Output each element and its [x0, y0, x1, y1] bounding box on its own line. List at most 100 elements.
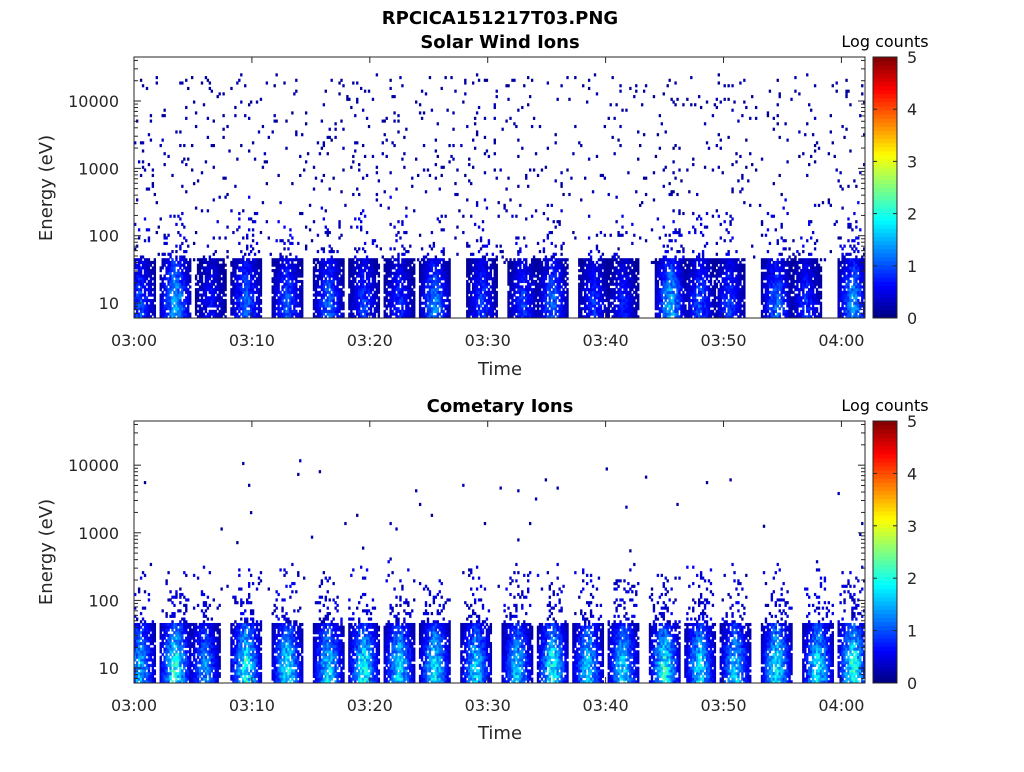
heatmap-cell	[255, 296, 259, 300]
heatmap-cell	[373, 277, 377, 281]
heatmap-cell	[466, 124, 469, 129]
heatmap-cell	[397, 114, 400, 118]
heatmap-cell	[244, 298, 247, 303]
heatmap-cell	[639, 203, 642, 207]
heatmap-cell	[222, 288, 225, 292]
heatmap-cell	[281, 301, 284, 305]
heatmap-cell	[208, 315, 212, 319]
heatmap-cell	[198, 279, 202, 284]
heatmap-cell	[232, 282, 235, 286]
heatmap-cell	[637, 266, 640, 270]
heatmap-cell	[470, 293, 473, 297]
heatmap-cell	[566, 290, 569, 294]
heatmap-cell	[287, 304, 290, 308]
heatmap-cell	[291, 277, 294, 281]
heatmap-cell	[246, 236, 249, 240]
heatmap-cell	[585, 282, 589, 286]
panel-title: Solar Wind Ions	[420, 32, 579, 53]
heatmap-cell	[244, 279, 247, 284]
heatmap-cell	[358, 168, 361, 172]
heatmap-cell	[580, 198, 583, 202]
heatmap-cell	[338, 271, 341, 275]
heatmap-cell	[232, 304, 235, 308]
heatmap-cell	[448, 277, 451, 281]
heatmap-cell	[181, 309, 184, 313]
heatmap-cell	[244, 263, 247, 267]
heatmap-cell	[163, 304, 166, 308]
heatmap-cell	[246, 304, 249, 308]
heatmap-cell	[153, 274, 157, 278]
heatmap-cell	[293, 304, 296, 308]
heatmap-cell	[629, 266, 632, 270]
heatmap-cell	[220, 309, 223, 313]
heatmap-cell	[236, 157, 239, 161]
heatmap-cell	[222, 277, 225, 281]
heatmap-cell	[139, 279, 143, 284]
heatmap-cell	[566, 301, 569, 305]
heatmap-cell	[216, 220, 219, 224]
heatmap-cell	[275, 290, 278, 294]
heatmap-cell	[214, 298, 217, 303]
heatmap-cell	[623, 263, 626, 267]
heatmap-cell	[578, 141, 581, 145]
heatmap-cell	[660, 298, 663, 303]
heatmap-cell	[377, 282, 381, 286]
heatmap-cell	[159, 296, 162, 300]
heatmap-cell	[226, 250, 229, 254]
heatmap-cell	[389, 307, 392, 311]
heatmap-cell	[432, 285, 436, 289]
heatmap-cell	[224, 236, 227, 240]
heatmap-cell	[255, 258, 259, 262]
heatmap-cell	[139, 298, 143, 303]
heatmap-cell	[200, 288, 204, 292]
heatmap-cell	[289, 304, 292, 308]
heatmap-cell	[161, 138, 164, 142]
heatmap-cell	[438, 312, 441, 316]
heatmap-cell	[218, 258, 221, 262]
heatmap-cell	[377, 271, 381, 275]
heatmap-cell	[656, 304, 660, 308]
heatmap-cell	[137, 228, 141, 232]
heatmap-cell	[615, 220, 618, 224]
heatmap-cell	[367, 89, 371, 93]
heatmap-cell	[255, 315, 259, 319]
heatmap-cell	[214, 263, 217, 267]
heatmap-cell	[253, 252, 257, 256]
heatmap-cell	[513, 122, 516, 126]
heatmap-cell	[135, 293, 139, 297]
heatmap-cell	[194, 277, 198, 281]
heatmap-cell	[177, 231, 180, 235]
heatmap-cell	[281, 304, 284, 308]
heatmap-cell	[291, 258, 294, 262]
heatmap-cell	[358, 192, 361, 197]
heatmap-cell	[271, 279, 274, 284]
heatmap-cell	[631, 241, 634, 245]
heatmap-cell	[546, 146, 550, 150]
heatmap-cell	[271, 258, 274, 262]
heatmap-cell	[644, 192, 648, 197]
heatmap-cell	[662, 92, 665, 96]
heatmap-cell	[281, 298, 284, 303]
heatmap-cell	[187, 266, 190, 270]
heatmap-cell	[566, 271, 569, 275]
heatmap-cell	[143, 279, 147, 284]
heatmap-cell	[183, 144, 186, 148]
heatmap-cell	[269, 252, 272, 256]
heatmap-cell	[481, 220, 485, 224]
heatmap-cell	[143, 239, 147, 243]
heatmap-cell	[204, 277, 208, 281]
heatmap-cell	[566, 277, 569, 281]
heatmap-cell	[301, 304, 304, 308]
heatmap-cell	[301, 288, 304, 292]
heatmap-cell	[155, 231, 158, 235]
heatmap-cell	[147, 269, 151, 273]
heatmap-cell	[468, 285, 471, 289]
heatmap-cell	[187, 86, 190, 91]
heatmap-cell	[356, 260, 359, 265]
heatmap-cell	[283, 312, 286, 316]
heatmap-cell	[615, 103, 618, 107]
heatmap-cell	[230, 277, 233, 281]
heatmap-cell	[265, 81, 269, 85]
heatmap-cell	[301, 307, 304, 311]
heatmap-cell	[247, 288, 251, 292]
